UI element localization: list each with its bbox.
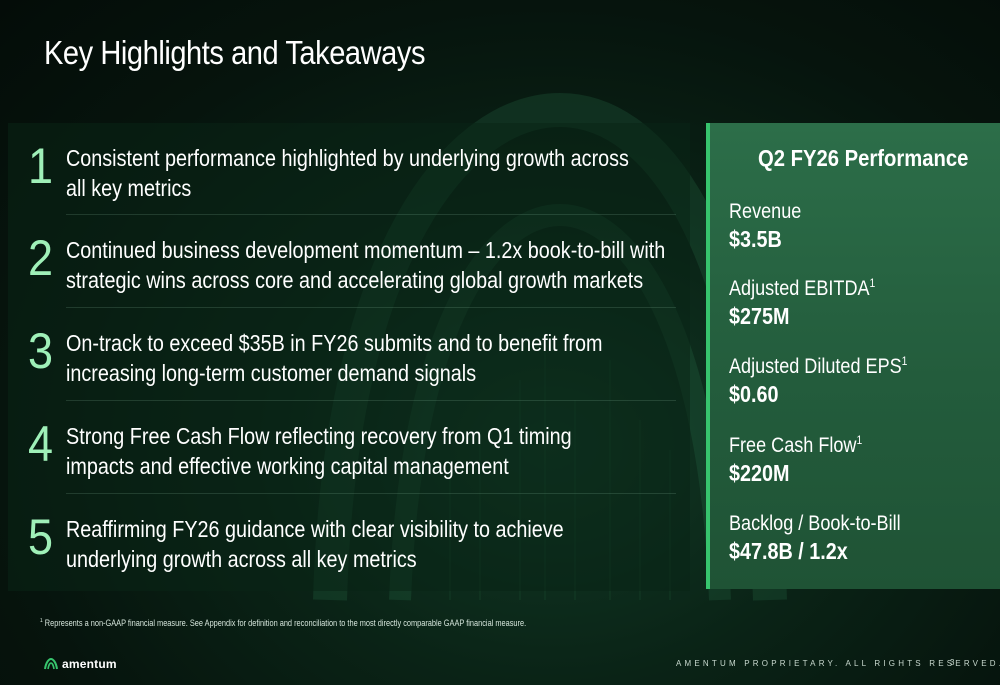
highlights-panel: 1 Consistent performance highlighted by … [8, 123, 690, 591]
page-number: 3 [950, 658, 955, 667]
highlight-divider [66, 493, 676, 494]
highlight-number: 5 [28, 509, 54, 565]
proprietary-notice: AMENTUM PROPRIETARY. ALL RIGHTS RESERVED… [676, 659, 1000, 668]
metric-adjusted-diluted-eps: Adjusted Diluted EPS1 $0.60 [729, 348, 936, 408]
highlight-number: 4 [28, 416, 54, 472]
metric-adjusted-ebitda: Adjusted EBITDA1 $275M [729, 270, 899, 330]
highlight-text: Consistent performance highlighted by un… [66, 145, 629, 201]
highlight-text: Reaffirming FY26 guidance with clear vis… [66, 516, 564, 572]
metric-revenue: Revenue $3.5B [729, 193, 813, 253]
highlight-number: 3 [28, 323, 54, 379]
metric-value: $275M [729, 303, 790, 329]
highlight-number: 1 [28, 138, 54, 194]
highlight-item: 5 Reaffirming FY26 guidance with clear v… [8, 494, 690, 586]
page-title: Key Highlights and Takeaways [44, 34, 426, 71]
highlight-text: Continued business development momentum … [66, 237, 666, 293]
metric-free-cash-flow: Free Cash Flow1 $220M [729, 427, 884, 487]
performance-panel: Q2 FY26 Performance Revenue $3.5B Adjust… [706, 123, 1000, 589]
metric-label: Adjusted EBITDA1 [729, 276, 876, 300]
highlight-divider [66, 214, 676, 215]
metric-label: Free Cash Flow1 [729, 433, 863, 457]
highlight-item: 1 Consistent performance highlighted by … [8, 123, 690, 215]
metric-value: $3.5B [729, 226, 782, 252]
metric-value: $47.8B / 1.2x [729, 538, 848, 564]
highlight-divider [66, 307, 676, 308]
highlight-item: 4 Strong Free Cash Flow reflecting recov… [8, 401, 690, 493]
highlight-number: 2 [28, 230, 54, 286]
metric-backlog-book-to-bill: Backlog / Book-to-Bill $47.8B / 1.2x [729, 505, 929, 565]
highlight-text: Strong Free Cash Flow reflecting recover… [66, 423, 572, 479]
metric-label: Backlog / Book-to-Bill [729, 512, 901, 535]
metric-label: Revenue [729, 200, 802, 223]
metric-value: $220M [729, 460, 790, 486]
highlight-item: 3 On-track to exceed $35B in FY26 submit… [8, 308, 690, 400]
highlight-item: 2 Continued business development momentu… [8, 215, 690, 307]
footnote: 1 Represents a non-GAAP financial measur… [40, 618, 527, 628]
highlight-text: On-track to exceed $35B in FY26 submits … [66, 330, 603, 386]
amentum-logo: amentum [44, 656, 117, 672]
logo-text: amentum [62, 657, 117, 671]
metric-label: Adjusted Diluted EPS1 [729, 354, 908, 378]
metric-value: $0.60 [729, 381, 779, 407]
performance-title: Q2 FY26 Performance [758, 145, 969, 171]
amentum-logo-icon [44, 658, 58, 670]
highlight-divider [66, 400, 676, 401]
